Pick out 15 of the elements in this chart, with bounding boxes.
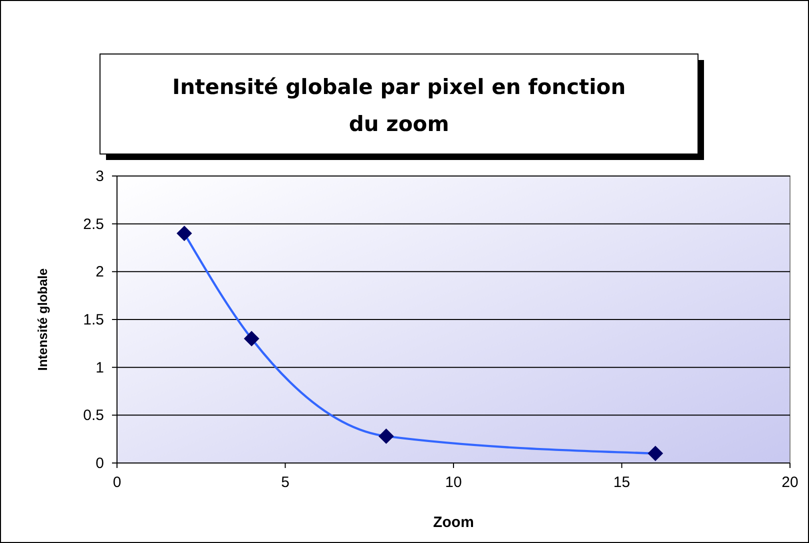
y-tick-label: 1.5: [83, 312, 104, 328]
x-tick-label: 10: [445, 474, 462, 491]
y-tick-label: 3: [96, 168, 104, 185]
chart-title: Intensité globale par pixel en fonction du zoom: [172, 75, 626, 136]
y-tick-label: 0.5: [83, 407, 104, 424]
x-tick-label: 5: [281, 474, 290, 491]
x-axis-title: Zoom: [433, 514, 474, 531]
y-tick-label: 1: [96, 359, 104, 376]
y-tick-label: 2: [96, 264, 104, 281]
x-tick-label: 0: [112, 474, 122, 491]
x-tick-label: 20: [782, 474, 798, 491]
y-tick-label: 2.5: [83, 216, 104, 233]
x-tick-label: 15: [613, 474, 630, 491]
y-tick-label: 0: [96, 455, 104, 472]
y-axis-title: Intensité globale: [35, 268, 50, 371]
